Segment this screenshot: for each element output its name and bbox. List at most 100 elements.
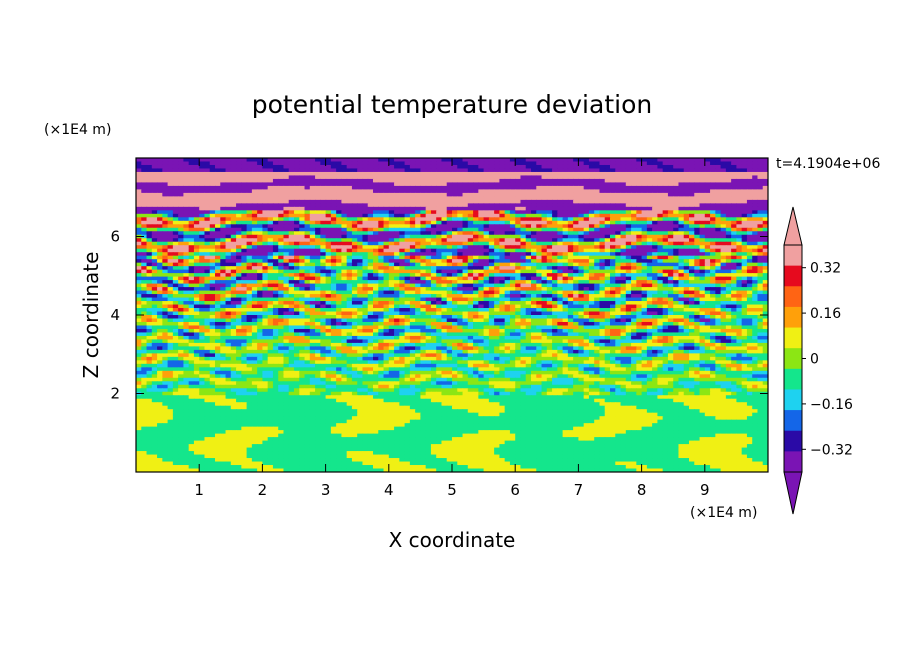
heatmap-cell [473,266,479,271]
heatmap-cell [710,276,716,281]
heatmap-cell [620,189,627,194]
heatmap-cell [394,182,400,187]
heatmap-cell [272,283,279,288]
heatmap-cell [594,175,601,180]
heatmap-cell [757,161,764,166]
heatmap-cell [136,255,142,260]
heatmap-cell [741,210,748,215]
heatmap-cell [415,185,421,190]
heatmap-cell [752,210,759,215]
heatmap-cell [488,297,495,302]
heatmap-cell [536,158,543,163]
heatmap-cell [246,217,253,222]
heatmap-cell [151,234,158,239]
heatmap-cell [299,262,306,267]
heatmap-cell [251,287,258,292]
heatmap-cell [467,217,474,222]
heatmap-cell [246,269,253,274]
heatmap-cell [341,276,348,281]
heatmap-cell [704,210,711,215]
heatmap-cell [299,269,306,274]
heatmap-cell [731,276,737,281]
heatmap-cell [715,213,722,218]
heatmap-cell [494,217,500,222]
heatmap-cell [346,276,353,281]
heatmap-cell [610,231,616,236]
heatmap-cell [583,283,590,288]
heatmap-cell [588,276,595,281]
heatmap-cell [462,262,469,267]
heatmap-cell [683,290,690,295]
heatmap-cell [220,276,227,281]
heatmap-cell [415,266,421,271]
heatmap-cell [341,217,348,222]
heatmap-cell [515,297,522,302]
heatmap-cell [662,171,669,177]
heatmap-cell [157,192,163,197]
heatmap-cell [546,262,553,267]
heatmap-cell [741,213,748,218]
heatmap-cell [546,168,553,173]
heatmap-cell [488,287,495,292]
heatmap-cell [251,262,258,267]
heatmap-cell [441,158,448,163]
heatmap-cell [209,171,216,177]
heatmap-cell [193,269,200,274]
heatmap-cell [662,245,669,250]
heatmap-cell [236,178,242,184]
heatmap-cell [499,280,506,285]
heatmap-cell [341,255,348,260]
heatmap-cell [299,238,306,243]
heatmap-cell [483,255,490,260]
heatmap-cell [288,252,295,257]
heatmap-cell [325,217,332,222]
heatmap-cell [409,262,416,267]
heatmap-cell [620,248,627,253]
heatmap-cell [520,245,527,250]
heatmap-cell [246,301,253,306]
heatmap-cell [552,294,558,299]
heatmap-cell [736,203,743,208]
heatmap-cell [230,283,237,288]
heatmap-cell [636,234,643,239]
heatmap-cell [241,203,248,208]
heatmap-cell [199,171,206,177]
heatmap-cell [520,199,527,204]
heatmap-cell [467,164,474,170]
heatmap-cell [620,206,627,211]
heatmap-cell [462,213,469,218]
heatmap-cell [220,175,227,180]
heatmap-cell [625,182,632,187]
heatmap-cell [689,241,695,246]
heatmap-cell [215,241,221,246]
heatmap-cell [330,210,337,215]
heatmap-cell [667,248,674,253]
heatmap-cell [667,168,674,173]
heatmap-cell [641,206,648,211]
heatmap-cell [678,196,685,201]
heatmap-cell [488,259,495,264]
heatmap-cell [272,297,279,302]
heatmap-cell [351,224,358,229]
heatmap-cell [515,171,522,177]
heatmap-cell [562,158,569,163]
heatmap-cell [183,276,190,281]
heatmap-cell [346,269,353,274]
heatmap-cell [341,283,348,288]
heatmap-cell [631,297,637,302]
heatmap-cell [762,294,768,299]
heatmap-cell [641,227,648,232]
heatmap-cell [452,238,458,243]
heatmap-cell [262,290,269,295]
heatmap-cell [446,262,453,267]
heatmap-cell [415,248,421,253]
heatmap-cell [157,168,163,173]
heatmap-cell [425,203,432,208]
heatmap-cell [362,276,369,281]
heatmap-cell [531,199,537,204]
heatmap-cell [746,248,753,253]
heatmap-cell [325,290,332,295]
heatmap-cell [373,276,379,281]
heatmap-cell [704,255,711,260]
heatmap-cell [246,238,253,243]
